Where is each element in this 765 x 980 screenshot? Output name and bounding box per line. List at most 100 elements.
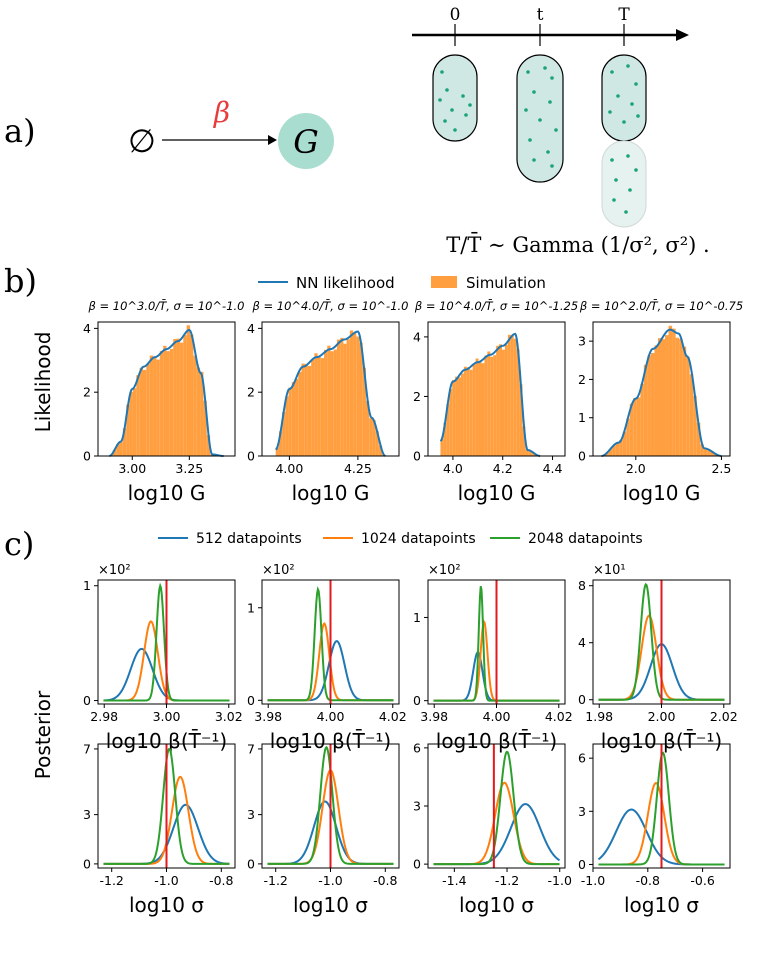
y-tick-label: 4: [83, 321, 91, 336]
likelihood-ylabel: Likelihood: [31, 332, 55, 433]
y-tick-label: 0: [83, 449, 91, 464]
timeline-label-0: 0: [450, 5, 461, 25]
subplot-title: β = 10^4.0/T̄, σ = 10^-1.25: [414, 299, 578, 313]
x-tick-label: 2.98: [90, 709, 118, 724]
x-tick-label: -0.8: [209, 873, 233, 888]
sim-bar: [608, 449, 613, 456]
sim-bar: [484, 355, 488, 456]
nn-likelihood-line: [601, 328, 722, 457]
sim-bar: [304, 363, 308, 456]
y-multiplier: ×10²: [428, 563, 461, 578]
y-tick-label: 8: [578, 578, 586, 593]
legend-label-nn: NN likelihood: [296, 274, 395, 292]
legend-label-2048: 2048 datapoints: [528, 531, 643, 547]
sim-bar: [475, 358, 479, 456]
sim-bar: [700, 444, 704, 456]
axes-frame: [261, 321, 400, 457]
sim-bar: [633, 397, 637, 456]
sim-bar: [693, 395, 697, 456]
cell-at-T: [601, 54, 647, 142]
y-tick-label: 7: [247, 741, 255, 756]
sim-bar: [605, 452, 609, 456]
sim-bar: [301, 363, 305, 456]
sim-bar: [696, 422, 701, 456]
sim-bar: [320, 358, 325, 456]
subplot-11: -1.0 -0.8 -0.6 0 3 6 log10 σ: [578, 743, 731, 917]
y-tick-label: 3: [578, 334, 586, 349]
y-tick-label: 6: [578, 751, 586, 766]
sim-bar: [672, 328, 676, 456]
sim-bar: [317, 356, 321, 456]
sim-bar: [132, 388, 137, 456]
subplot-6: ×10² 3.98 4.00 4.02 0 1 log10 β(T̄⁻¹): [413, 563, 573, 753]
y-tick-label: 0: [247, 856, 255, 871]
x-tick-label: 3.00: [153, 709, 181, 724]
sim-bar: [643, 364, 648, 456]
sim-bar: [330, 351, 334, 456]
charts-layer: β = 10^3.0/T̄, σ = 10^-1.0 3.00 3.25 0 2 4 log…: [83, 299, 743, 917]
x-axis-label: log10 σ: [293, 893, 368, 917]
sim-bar: [159, 350, 164, 456]
sim-bar: [510, 335, 514, 456]
sim-bar: [615, 442, 620, 456]
sim-bar: [353, 332, 357, 456]
subplot-title: β = 10^2.0/T̄, σ = 10^-0.75: [579, 299, 743, 313]
gene-node-label: G: [293, 123, 319, 161]
cell-at-0: [432, 54, 478, 142]
sim-bar: [472, 364, 476, 456]
sim-bar: [504, 344, 508, 456]
sim-bar: [710, 451, 715, 456]
posterior-line-2048: [433, 750, 560, 866]
x-axis-label: log10 G: [128, 481, 206, 505]
sim-bar: [169, 349, 174, 456]
legend-label-512: 512 datapoints: [196, 531, 302, 547]
sim-bar: [324, 349, 328, 456]
x-tick-label: 2.0: [626, 461, 646, 476]
y-tick-label: 4: [578, 635, 586, 650]
sim-bar: [531, 452, 535, 456]
sim-bar: [501, 349, 505, 456]
sim-bar: [291, 382, 296, 456]
posterior-ylabel: Posterior: [31, 690, 55, 779]
y-tick-label: 1: [578, 410, 586, 425]
sim-bar: [314, 353, 318, 456]
x-tick-label: 4.02: [379, 709, 407, 724]
y-tick-label: 0: [578, 857, 586, 872]
sim-bar: [336, 339, 341, 456]
panel-b-label: b): [4, 262, 37, 300]
axes-frame: [592, 743, 731, 869]
sim-bar: [466, 367, 470, 456]
sim-bar: [640, 383, 644, 456]
sim-bar: [196, 367, 201, 456]
y-tick-label: 6: [413, 740, 421, 755]
y-tick-label: 1: [247, 600, 255, 615]
x-tick-label: -1.2: [495, 873, 519, 888]
sim-bar: [460, 373, 464, 456]
y-tick-label: 0: [83, 693, 91, 708]
subplot-title: β = 10^3.0/T̄, σ = 10^-1.0: [88, 299, 245, 313]
sim-bar: [469, 369, 473, 456]
sim-bar: [657, 338, 662, 456]
sim-bar: [478, 361, 482, 456]
y-tick-label: 3: [578, 804, 586, 819]
x-tick-label: 2.02: [710, 709, 738, 724]
y-tick-label: 2: [578, 372, 586, 387]
sim-bar: [346, 339, 350, 456]
sim-bar: [122, 428, 127, 456]
sim-bar: [647, 355, 651, 456]
legend-label-1024: 1024 datapoints: [361, 531, 476, 547]
empty-set-symbol: ∅: [128, 122, 156, 160]
sim-bar: [136, 375, 140, 456]
gamma-formula: T/T̄ ∼ Gamma (1/σ², σ²) .: [446, 232, 709, 257]
sim-bar: [443, 422, 447, 456]
sim-bar: [650, 352, 655, 456]
sim-bar: [490, 356, 494, 456]
sim-bar: [449, 389, 453, 456]
sim-bar: [689, 374, 694, 456]
sim-bar: [369, 418, 373, 456]
sim-bar: [298, 371, 302, 456]
y-tick-label: 2: [247, 385, 255, 400]
sim-bar: [183, 335, 187, 456]
subplot-8: -1.2 -1.0 -0.8 0 3 7 log10 σ: [83, 741, 236, 917]
posterior-line-1024: [433, 781, 560, 866]
